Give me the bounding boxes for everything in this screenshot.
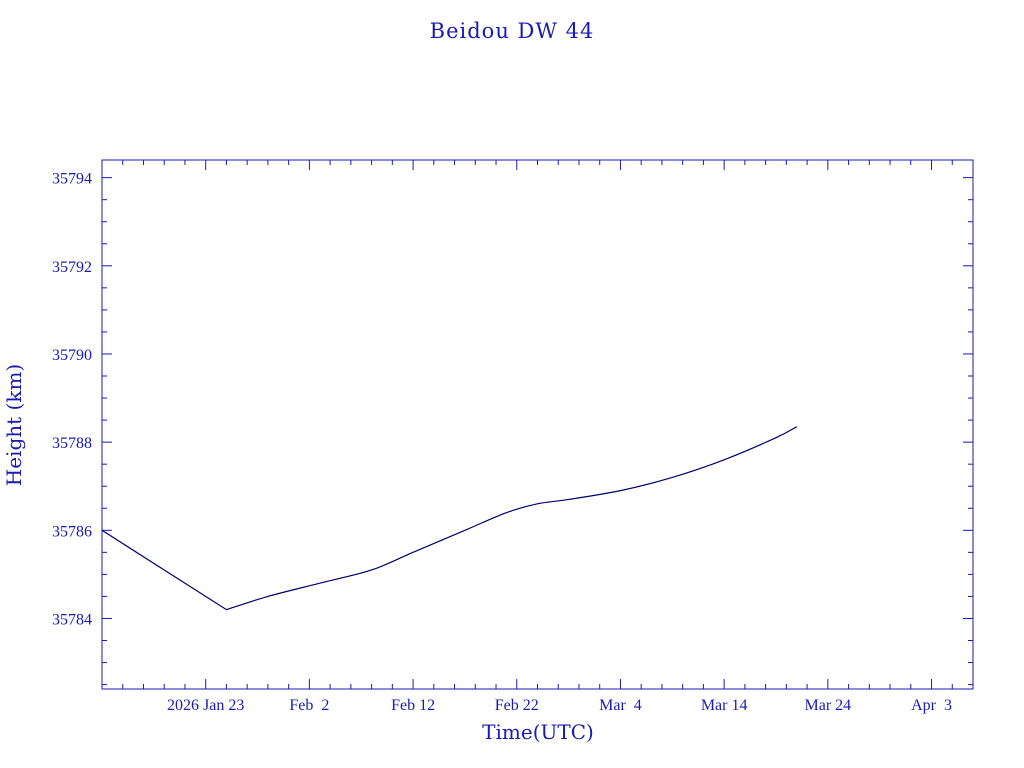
x-tick-label: Feb 12 xyxy=(391,697,435,714)
x-axis: 2026 Jan 23 Feb 2 Feb 12 Feb 22 Mar 4 Mar 14 M… xyxy=(101,160,974,714)
y-tick-label: 35784 xyxy=(52,611,92,628)
plot-frame xyxy=(101,159,974,690)
y-tick-label: 35794 xyxy=(52,171,92,188)
y-axis-label: Height (km) xyxy=(2,364,26,486)
series-line xyxy=(101,426,798,611)
x-tick-label: Apr 3 xyxy=(911,697,952,714)
x-tick-label: Mar 14 xyxy=(701,697,748,714)
x-tick-label: Mar 4 xyxy=(599,697,642,714)
chart-title: Beidou DW 44 xyxy=(430,19,595,43)
x-axis-label: Time(UTC) xyxy=(482,720,594,744)
y-tick-label: 35792 xyxy=(52,259,92,276)
y-tick-label: 35786 xyxy=(52,523,92,540)
y-tick-label: 35788 xyxy=(52,435,92,452)
series-layer xyxy=(101,426,798,611)
x-tick-label: Feb 2 xyxy=(289,697,329,714)
y-tick-label: 35790 xyxy=(52,347,92,364)
x-tick-label: Feb 22 xyxy=(495,697,539,714)
y-axis: 35784 35786 35788 35790 35792 35794 xyxy=(52,171,973,686)
x-tick-label: Mar 24 xyxy=(805,697,852,714)
x-tick-label: 2026 Jan 23 xyxy=(167,697,244,714)
plot-border xyxy=(101,159,974,690)
